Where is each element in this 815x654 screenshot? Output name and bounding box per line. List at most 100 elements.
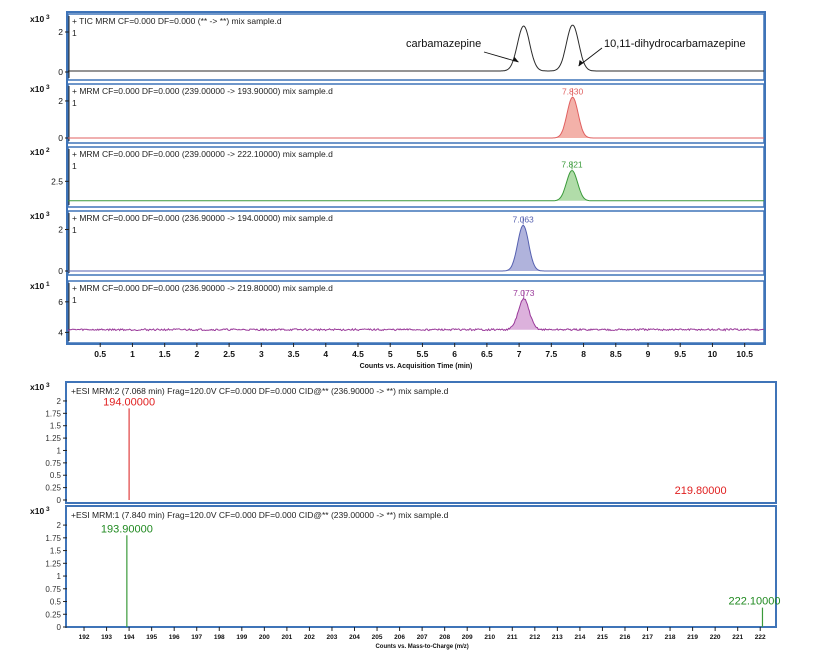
panel-title: + MRM CF=0.000 DF=0.000 (236.90000 -> 19… <box>72 213 333 223</box>
x-tick-label: 9.5 <box>674 349 686 359</box>
x-tick-label: 2 <box>195 349 200 359</box>
annotation-dihydrocarbamazepine: 10,11-dihydrocarbamazepine <box>604 38 746 50</box>
y-tick-label: 2 <box>58 225 63 235</box>
y-tick-label: 0.75 <box>45 459 61 468</box>
y-multiplier: x10 3 <box>30 84 50 94</box>
x-tick-label: 219 <box>687 634 698 641</box>
peak-rt-label: 7.830 <box>562 86 584 96</box>
y-tick-label: 2.5 <box>51 176 63 186</box>
trace-label: 1 <box>72 295 77 305</box>
x-tick-label: 4 <box>323 349 328 359</box>
chromatogram-frame <box>66 11 766 345</box>
chromatogram-trace <box>68 224 764 272</box>
y-tick-label: 0.75 <box>45 585 61 594</box>
x-tick-label: 207 <box>417 634 428 641</box>
x-tick-label: 5 <box>388 349 393 359</box>
x-tick-label: 210 <box>484 634 495 641</box>
panel-title: +ESI MRM:2 (7.068 min) Frag=120.0V CF=0.… <box>71 386 449 396</box>
x-tick-label: 212 <box>529 634 540 641</box>
y-tick-label: 0 <box>58 266 63 276</box>
x-tick-label: 209 <box>462 634 473 641</box>
y-tick-label: 1.25 <box>45 559 61 568</box>
annotation-arrow <box>483 51 519 63</box>
chromatogram-trace <box>68 24 764 72</box>
spectrum-peak-label: 193.90000 <box>101 523 153 535</box>
x-tick-label: 1 <box>130 349 135 359</box>
x-tick-label: 192 <box>79 634 90 641</box>
y-tick-label: 2 <box>57 397 62 406</box>
x-tick-label: 208 <box>439 634 450 641</box>
y-tick-label: 1.25 <box>45 434 61 443</box>
x-tick-label: 10 <box>708 349 718 359</box>
annotation-arrowhead <box>578 60 584 66</box>
panel-title: + MRM CF=0.000 DF=0.000 (236.90000 -> 21… <box>72 283 333 293</box>
x-tick-label: 217 <box>642 634 653 641</box>
x-tick-label: 0.5 <box>94 349 106 359</box>
x-tick-label: 203 <box>327 634 338 641</box>
x-tick-label: 10.5 <box>736 349 753 359</box>
trace-label: 1 <box>72 98 77 108</box>
x-tick-label: 9 <box>646 349 651 359</box>
y-tick-label: 1.75 <box>45 409 61 418</box>
x-tick-label: 214 <box>574 634 585 641</box>
x-tick-label: 200 <box>259 634 270 641</box>
x-tick-label: 202 <box>304 634 315 641</box>
trace-label: 1 <box>72 225 77 235</box>
trace-label: 1 <box>72 161 77 171</box>
x-tick-label: 3.5 <box>288 349 300 359</box>
y-tick-label: 1 <box>57 446 62 455</box>
y-multiplier: x10 3 <box>30 382 50 392</box>
y-multiplier: x10 3 <box>30 14 50 24</box>
x-tick-label: 199 <box>236 634 247 641</box>
chromatogram-trace <box>68 96 764 139</box>
x-tick-label: 3 <box>259 349 264 359</box>
x-tick-label: 8 <box>581 349 586 359</box>
spectrum-panel-2 <box>65 505 777 628</box>
y-multiplier: x10 3 <box>30 506 50 516</box>
x-tick-label: 206 <box>394 634 405 641</box>
x-tick-label: 7.5 <box>545 349 557 359</box>
x-tick-label: 201 <box>281 634 292 641</box>
spectrum-peak-label: 194.00000 <box>103 396 155 408</box>
x-tick-label: 197 <box>191 634 202 641</box>
y-tick-label: 6 <box>58 297 63 307</box>
x-tick-label: 7 <box>517 349 522 359</box>
y-tick-label: 4 <box>58 327 63 337</box>
y-multiplier: x10 1 <box>30 281 50 291</box>
panel-title: + MRM CF=0.000 DF=0.000 (239.00000 -> 19… <box>72 86 333 96</box>
annotation-carbamazepine: carbamazepine <box>406 38 481 50</box>
x-tick-label: 218 <box>665 634 676 641</box>
chromatogram-panel-2 <box>67 83 765 144</box>
chromatogram-panel-3 <box>67 146 765 208</box>
x-tick-label: 1.5 <box>159 349 171 359</box>
y-tick-label: 0.5 <box>50 598 62 607</box>
peak-fill <box>501 225 546 271</box>
y-tick-label: 0.25 <box>45 484 61 493</box>
chromatogram-panel-5 <box>67 280 765 344</box>
panel-title: +ESI MRM:1 (7.840 min) Frag=120.0V CF=0.… <box>71 510 449 520</box>
peak-rt-label: 7.073 <box>513 288 535 298</box>
y-tick-label: 0.5 <box>50 471 62 480</box>
chromatogram-panel-1 <box>67 13 765 81</box>
x-axis-label: Counts vs. Mass-to-Charge (m/z) <box>375 644 468 650</box>
chromatogram-trace <box>67 297 765 332</box>
x-tick-label: 222 <box>755 634 766 641</box>
annotation-arrowhead <box>512 57 519 62</box>
peak-rt-label: 7.821 <box>561 160 583 170</box>
y-multiplier: x10 2 <box>30 147 50 157</box>
panel-title: + TIC MRM CF=0.000 DF=0.000 (** -> **) m… <box>72 16 282 26</box>
x-tick-label: 215 <box>597 634 608 641</box>
y-tick-label: 1.75 <box>45 534 61 543</box>
y-tick-label: 2 <box>58 27 63 37</box>
y-tick-label: 0 <box>58 67 63 77</box>
x-tick-label: 205 <box>372 634 383 641</box>
y-tick-label: 1.5 <box>50 547 62 556</box>
y-tick-label: 0 <box>57 496 62 505</box>
x-tick-label: 6 <box>452 349 457 359</box>
x-tick-label: 5.5 <box>417 349 429 359</box>
y-tick-label: 0.25 <box>45 610 61 619</box>
trace-label: 1 <box>72 28 77 38</box>
x-tick-label: 198 <box>214 634 225 641</box>
chromatogram-panel-4 <box>67 210 765 276</box>
